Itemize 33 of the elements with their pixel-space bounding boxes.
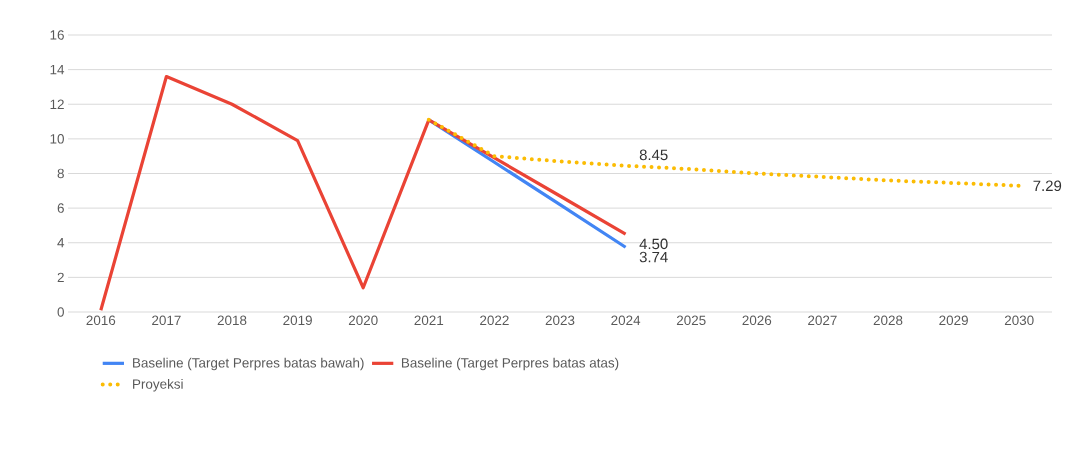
x-tick-label: 2022 [480, 315, 509, 326]
y-tick-label: 6 [57, 203, 64, 213]
legend-label: Baseline (Target Perpres batas bawah) [133, 357, 364, 371]
x-tick-label: 2017 [152, 315, 181, 326]
x-tick-label: 2016 [86, 315, 116, 326]
y-tick-label: 12 [50, 99, 64, 109]
x-tick-label: 2024 [611, 315, 641, 326]
x-tick-label: 2029 [939, 315, 968, 326]
x-tick-label: 2027 [808, 315, 837, 326]
x-tick-label: 2021 [414, 315, 444, 326]
y-tick-label: 8 [57, 168, 64, 179]
x-tick-label: 2030 [1004, 315, 1034, 326]
data-label: 4.50 [639, 238, 668, 250]
y-tick-label: 14 [50, 64, 65, 75]
y-tick-label: 0 [57, 307, 64, 317]
line-series [99, 74, 628, 312]
legend-label: Proyeksi [133, 378, 183, 392]
x-tick-label: 2028 [873, 315, 903, 326]
line-series [426, 117, 1022, 188]
data-label: 7.29 [1033, 180, 1062, 192]
y-tick-label: 2 [57, 272, 64, 283]
x-tick-label: 2018 [217, 315, 247, 326]
x-tick-label: 2025 [676, 315, 706, 326]
data-label: 8.45 [639, 149, 668, 161]
x-tick-label: 2020 [348, 315, 378, 326]
legend-label: Baseline (Target Perpres batas atas) [401, 357, 619, 371]
x-tick-label: 2023 [545, 315, 575, 326]
x-tick-label: 2026 [742, 315, 772, 326]
y-tick-label: 10 [50, 134, 64, 144]
data-label: 3.74 [639, 251, 668, 263]
y-tick-label: 16 [50, 30, 64, 40]
y-tick-label: 4 [57, 238, 65, 248]
x-tick-label: 2019 [283, 315, 312, 326]
